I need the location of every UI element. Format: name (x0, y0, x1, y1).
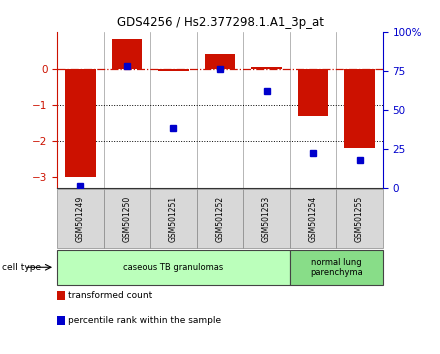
Text: caseous TB granulomas: caseous TB granulomas (123, 263, 224, 272)
Text: normal lung
parenchyma: normal lung parenchyma (310, 258, 363, 277)
Bar (251, 67, 282, 69)
Text: GSM501250: GSM501250 (122, 195, 132, 242)
Bar (205, 55, 235, 69)
Bar (112, 39, 142, 69)
Text: GSM501253: GSM501253 (262, 195, 271, 242)
Text: GSM501249: GSM501249 (76, 195, 85, 242)
Bar (158, 69, 189, 71)
Text: GSM501255: GSM501255 (355, 195, 364, 242)
Text: transformed count: transformed count (68, 291, 152, 300)
Bar (298, 69, 328, 116)
Title: GDS4256 / Hs2.377298.1.A1_3p_at: GDS4256 / Hs2.377298.1.A1_3p_at (117, 16, 323, 29)
Text: percentile rank within the sample: percentile rank within the sample (68, 316, 221, 325)
Text: cell type: cell type (2, 263, 41, 272)
Text: GSM501252: GSM501252 (216, 195, 224, 242)
Text: GSM501251: GSM501251 (169, 195, 178, 242)
Bar (345, 69, 375, 148)
Text: GSM501254: GSM501254 (308, 195, 318, 242)
Bar (65, 69, 95, 177)
